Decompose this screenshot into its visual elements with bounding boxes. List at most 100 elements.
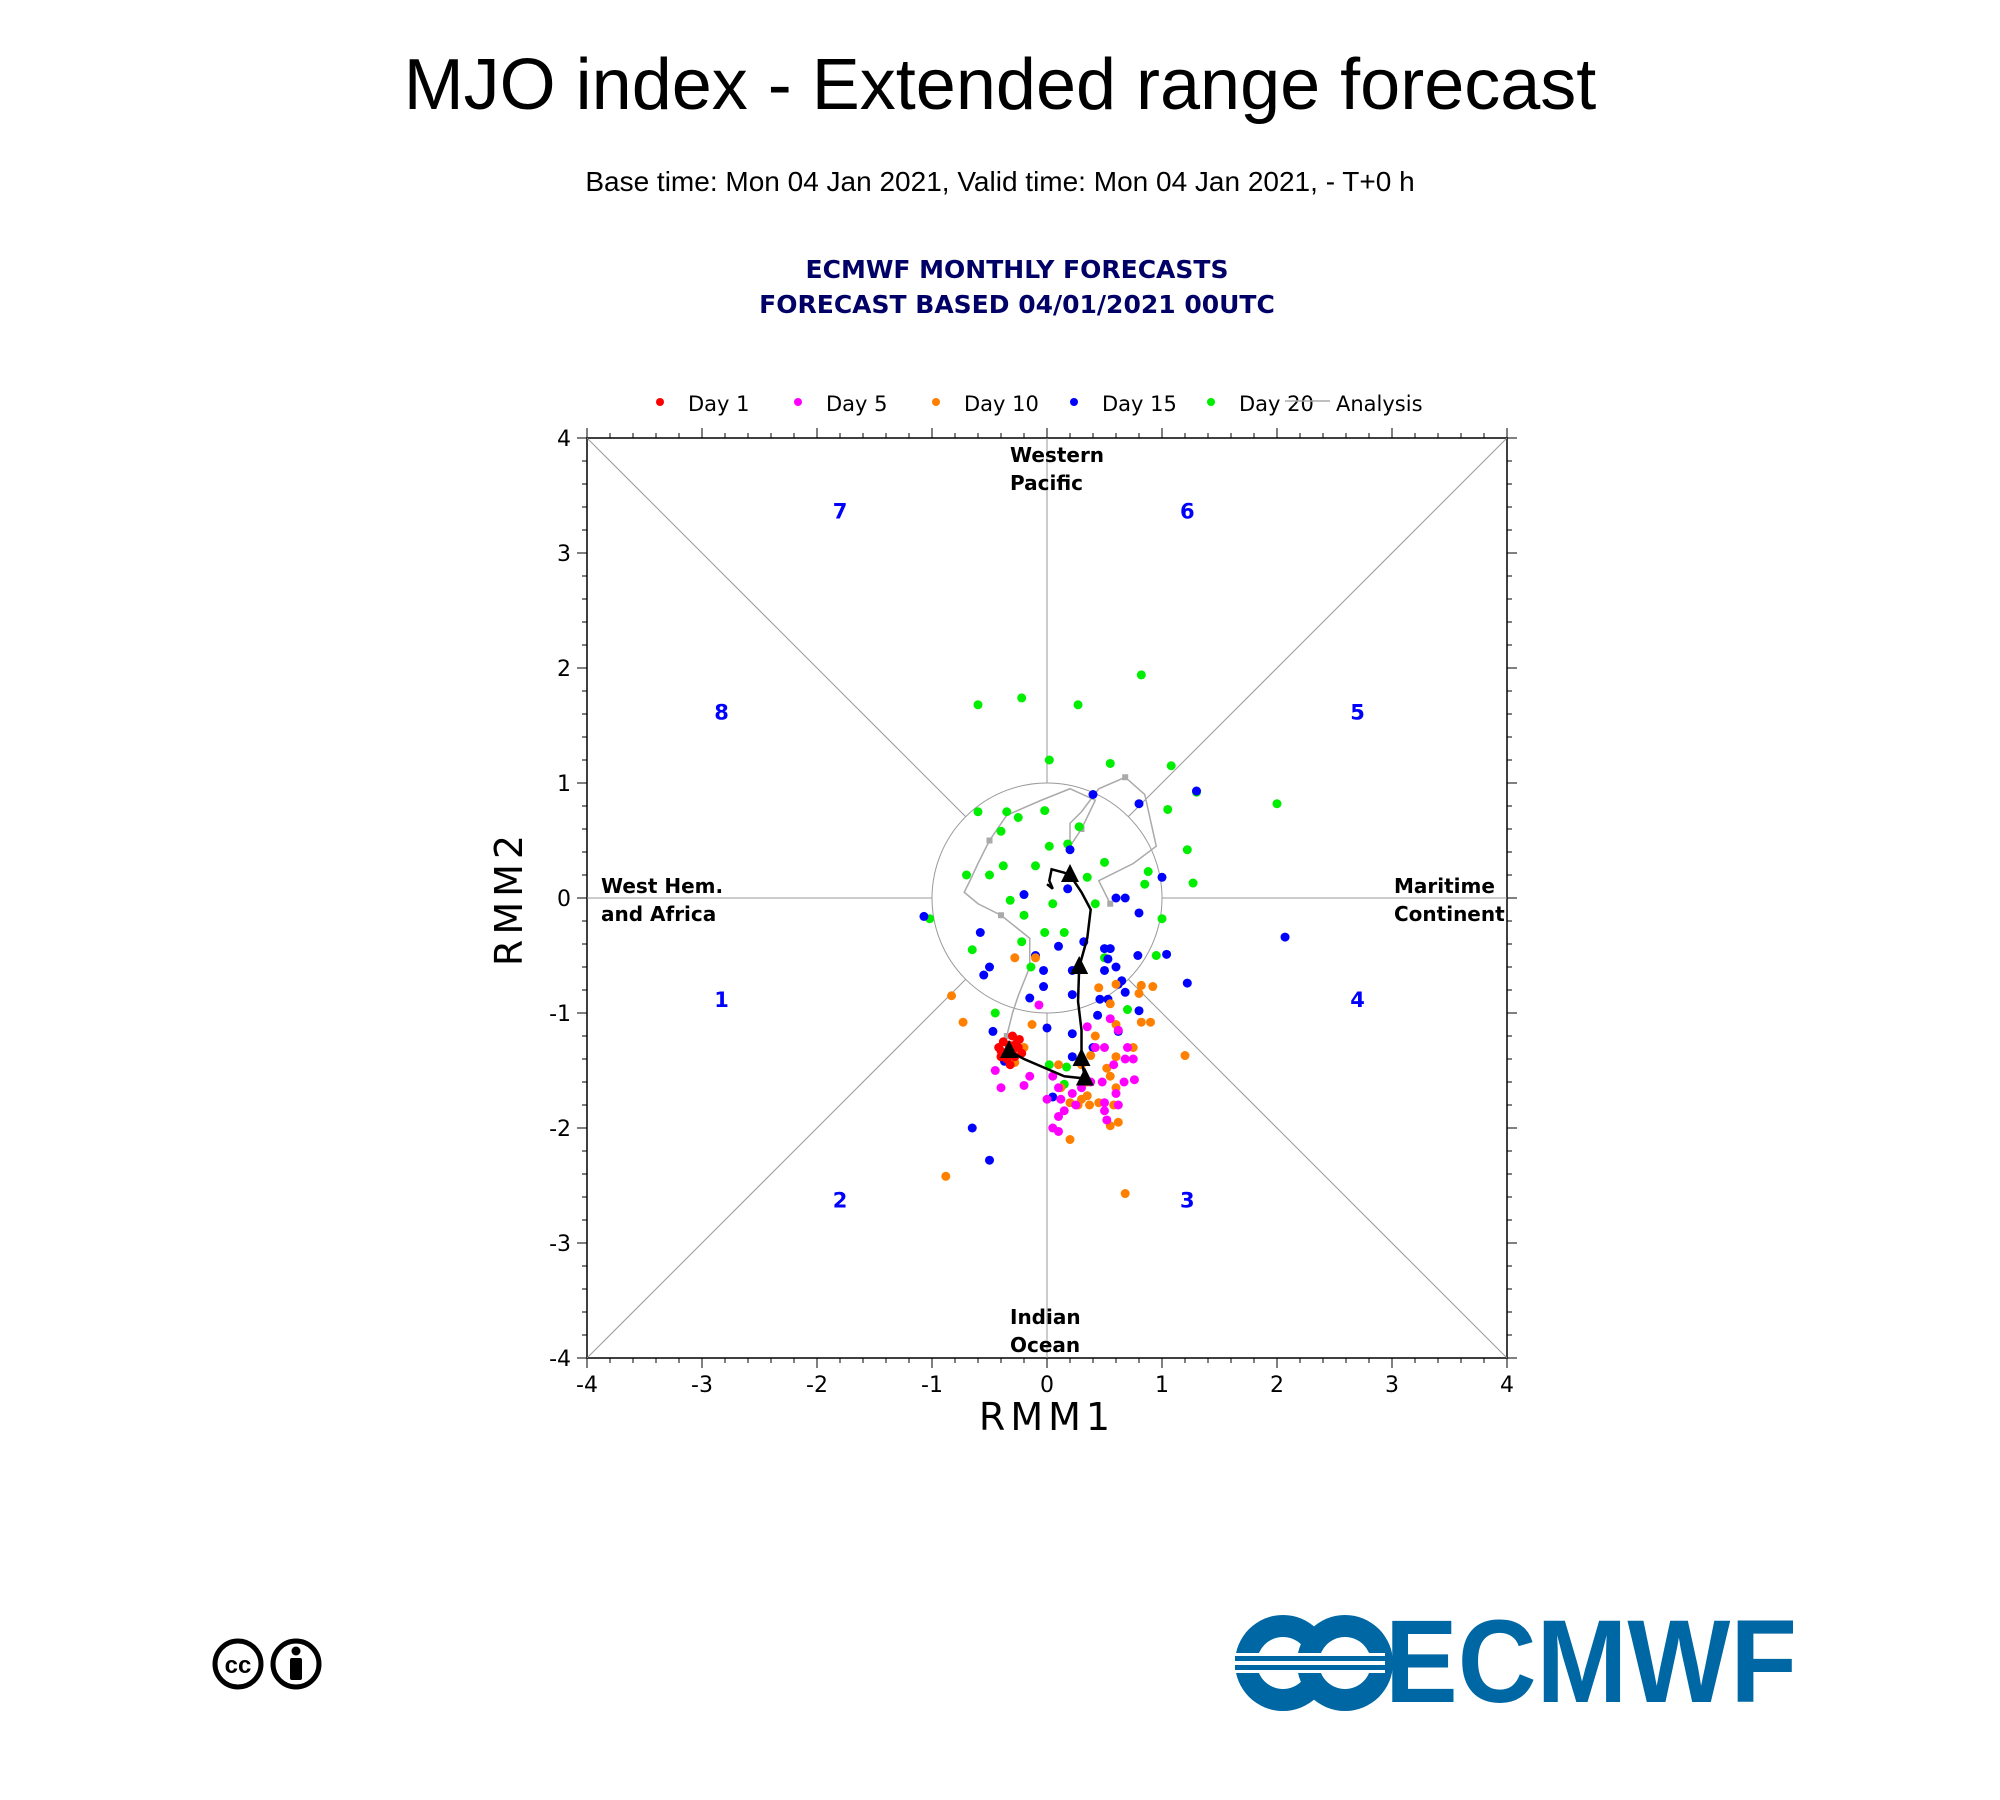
point-day-5 — [1054, 1126, 1063, 1136]
point-day-20 — [998, 861, 1008, 871]
point-day-10 — [1054, 1060, 1063, 1070]
point-day-10 — [1136, 1017, 1146, 1027]
x-tick-label: -1 — [921, 1373, 943, 1398]
point-day-10 — [1086, 1051, 1096, 1061]
phase-label: 7 — [833, 499, 848, 523]
point-day-5 — [1059, 1106, 1069, 1116]
point-day-5 — [1109, 1060, 1119, 1070]
point-day-5 — [996, 1083, 1006, 1093]
point-day-15 — [1157, 872, 1167, 882]
point-day-10 — [1010, 953, 1020, 963]
point-day-20 — [967, 945, 977, 955]
y-axis-label: RMM2 — [487, 830, 531, 966]
page-subtitle: Base time: Mon 04 Jan 2021, Valid time: … — [585, 166, 1415, 197]
point-day-1 — [1005, 1060, 1015, 1070]
point-day-15 — [1039, 965, 1049, 975]
y-tick-label: 4 — [557, 427, 571, 452]
phase-label: 4 — [1350, 988, 1365, 1012]
point-day-20 — [1140, 879, 1150, 889]
point-day-20 — [1013, 813, 1023, 822]
point-day-5 — [1105, 1014, 1115, 1024]
legend-marker-0 — [656, 398, 664, 406]
region-label-top: Western — [1010, 443, 1104, 467]
point-day-10 — [1105, 1071, 1115, 1081]
point-day-15 — [1088, 790, 1098, 799]
point-day-15 — [1063, 884, 1073, 894]
phase-label: 3 — [1180, 1188, 1195, 1212]
analysis-line — [963, 776, 1158, 1037]
point-day-15 — [1067, 1052, 1077, 1062]
x-tick-label: 3 — [1385, 1373, 1399, 1398]
y-tick-label: 3 — [557, 542, 571, 567]
point-day-10 — [1146, 1017, 1155, 1027]
point-day-5 — [1100, 1043, 1109, 1052]
point-day-15 — [1095, 994, 1105, 1004]
point-day-15 — [1134, 799, 1144, 809]
point-day-10 — [1082, 1091, 1092, 1101]
legend-marker-4 — [1207, 398, 1215, 406]
point-day-10 — [947, 991, 957, 1001]
point-day-5 — [1113, 1100, 1123, 1110]
point-day-20 — [1157, 914, 1167, 924]
point-day-5 — [1090, 1043, 1100, 1052]
point-day-20 — [1031, 861, 1040, 871]
point-day-5 — [1129, 1075, 1139, 1085]
point-day-15 — [919, 911, 929, 921]
point-day-5 — [1082, 1022, 1092, 1032]
point-day-10 — [1027, 1020, 1037, 1029]
x-tick-label: 0 — [1040, 1373, 1054, 1398]
point-day-10 — [1102, 1063, 1112, 1073]
point-day-10 — [941, 1171, 951, 1181]
point-day-5 — [990, 1066, 1000, 1075]
point-day-20 — [1017, 937, 1027, 947]
point-day-15 — [1065, 845, 1075, 855]
legend-label: Day 1 — [688, 392, 750, 416]
phase-label: 6 — [1180, 499, 1195, 523]
point-day-20 — [1005, 895, 1015, 905]
point-day-15 — [1105, 944, 1115, 954]
region-label-left: and Africa — [601, 902, 716, 926]
legend-label: Analysis — [1336, 392, 1423, 416]
ensemble-mean-line — [1008, 867, 1092, 1080]
point-day-10 — [1090, 1031, 1100, 1041]
region-label-bottom: Ocean — [1010, 1333, 1080, 1357]
point-day-15 — [1100, 965, 1109, 975]
y-tick-label: -2 — [549, 1117, 571, 1142]
legend-label: Day 20 — [1239, 392, 1314, 416]
point-day-20 — [1044, 1060, 1054, 1070]
point-day-15 — [1093, 1010, 1103, 1020]
point-day-20 — [1272, 799, 1282, 809]
y-tick-label: -4 — [549, 1347, 571, 1372]
point-day-20 — [1136, 670, 1146, 680]
point-day-20 — [1143, 867, 1153, 877]
point-day-20 — [1182, 845, 1192, 855]
point-day-15 — [1133, 951, 1143, 960]
point-day-15 — [1067, 990, 1077, 1000]
point-day-15 — [1111, 893, 1121, 903]
point-day-20 — [1017, 693, 1027, 703]
legend-label: Day 15 — [1102, 392, 1177, 416]
point-day-15 — [1120, 987, 1130, 997]
legend-marker-1 — [794, 398, 802, 406]
point-day-5 — [1100, 1106, 1109, 1116]
point-day-10 — [1120, 1189, 1130, 1199]
point-day-15 — [1162, 949, 1172, 959]
region-label-top: Pacific — [1010, 471, 1083, 495]
point-day-5 — [1123, 1043, 1132, 1052]
point-day-5 — [1054, 1112, 1063, 1121]
point-day-15 — [1039, 982, 1049, 992]
point-day-20 — [1163, 804, 1173, 814]
point-day-15 — [1111, 962, 1121, 972]
point-day-20 — [1188, 878, 1198, 888]
point-day-20 — [1151, 951, 1161, 960]
point-day-20 — [973, 700, 983, 710]
point-day-20 — [990, 1008, 1000, 1018]
phase-label: 1 — [714, 988, 729, 1012]
point-day-15 — [1019, 890, 1029, 900]
point-day-20 — [985, 870, 994, 880]
point-day-20 — [1062, 1062, 1072, 1072]
point-day-15 — [1280, 932, 1290, 942]
point-day-10 — [1111, 979, 1121, 989]
ecmwf-logo: ECMWF — [1235, 1596, 1797, 1728]
